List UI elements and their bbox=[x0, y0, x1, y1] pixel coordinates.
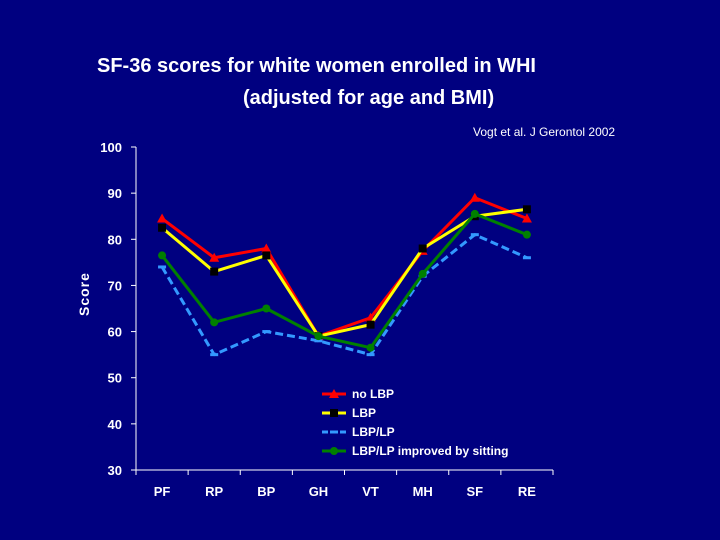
data-point bbox=[209, 252, 220, 262]
legend: no LBP LBP LBP/LP LBP/LP improved by sittin… bbox=[322, 387, 508, 458]
x-tick-label: RP bbox=[205, 484, 223, 499]
data-point bbox=[522, 205, 531, 214]
series-line bbox=[160, 212, 528, 350]
data-point bbox=[158, 265, 167, 269]
data-point bbox=[470, 209, 479, 218]
legend-label: LBP/LP bbox=[352, 425, 395, 439]
y-tick-label: 70 bbox=[108, 278, 122, 293]
data-point bbox=[158, 223, 167, 232]
series-line bbox=[161, 196, 528, 338]
series-lbp-lp-improved-by-sitting bbox=[158, 209, 531, 352]
legend-label: LBP/LP improved by sitting bbox=[352, 444, 508, 458]
data-point bbox=[522, 230, 531, 239]
legend-label: LBP bbox=[352, 406, 376, 420]
data-point bbox=[157, 213, 168, 223]
x-tick-label: GH bbox=[309, 484, 329, 499]
citation: Vogt et al. J Gerontol 2002 bbox=[473, 125, 616, 139]
data-point bbox=[261, 243, 272, 253]
data-point bbox=[262, 330, 271, 334]
legend-marker bbox=[330, 447, 338, 455]
axes bbox=[135, 147, 553, 471]
legend-marker bbox=[330, 430, 338, 434]
y-tick-label: 90 bbox=[108, 186, 122, 201]
x-ticks: PF RP BP GH VT MH SF RE bbox=[135, 470, 554, 499]
series-line bbox=[160, 233, 528, 357]
data-point bbox=[262, 304, 271, 313]
data-point bbox=[314, 332, 323, 341]
y-tick-label: 50 bbox=[108, 371, 122, 386]
x-tick-label: MH bbox=[413, 484, 433, 499]
y-tick-label: 40 bbox=[108, 417, 122, 432]
series-group bbox=[157, 192, 532, 357]
series-line bbox=[161, 207, 528, 338]
data-point bbox=[158, 251, 167, 260]
y-tick-label: 100 bbox=[100, 140, 122, 155]
data-point bbox=[314, 339, 323, 343]
data-point bbox=[469, 192, 480, 202]
series-lbp-lp bbox=[158, 233, 531, 357]
y-axis-label: Score bbox=[76, 272, 92, 316]
data-point bbox=[210, 318, 219, 327]
data-point bbox=[210, 353, 219, 357]
data-point bbox=[262, 251, 271, 260]
data-point bbox=[418, 269, 427, 278]
y-ticks: 30 40 50 60 70 80 90 100 bbox=[100, 140, 136, 478]
data-point bbox=[521, 213, 532, 223]
x-tick-label: SF bbox=[467, 484, 484, 499]
data-point bbox=[366, 353, 375, 357]
chart-title: SF-36 scores for white women enrolled in… bbox=[97, 55, 536, 77]
y-tick-label: 80 bbox=[108, 232, 122, 247]
legend-marker bbox=[329, 389, 339, 398]
x-tick-label: BP bbox=[257, 484, 275, 499]
data-point bbox=[210, 267, 219, 276]
legend-marker bbox=[330, 409, 338, 417]
data-point bbox=[366, 320, 375, 329]
x-tick-label: PF bbox=[154, 484, 171, 499]
y-tick-label: 30 bbox=[108, 463, 122, 478]
x-tick-label: RE bbox=[518, 484, 536, 499]
x-tick-label: VT bbox=[362, 484, 379, 499]
data-point bbox=[522, 256, 531, 260]
chart-subtitle: (adjusted for age and BMI) bbox=[243, 87, 495, 109]
legend-label: no LBP bbox=[352, 387, 394, 401]
data-point bbox=[418, 244, 427, 253]
y-tick-label: 60 bbox=[108, 325, 122, 340]
data-point bbox=[366, 343, 375, 352]
data-point bbox=[470, 233, 479, 237]
